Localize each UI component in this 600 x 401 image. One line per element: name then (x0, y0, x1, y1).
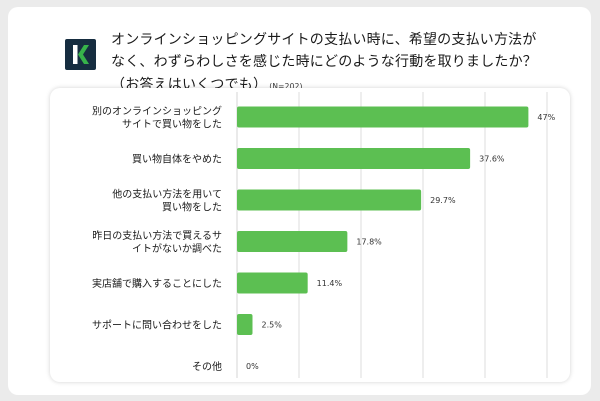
value-label: 17.8% (356, 238, 382, 247)
category-label: 実店舗で購入することにした (92, 277, 222, 290)
value-label: 37.6% (479, 155, 505, 164)
bar (237, 272, 308, 294)
category-label: イトがないか調べた (132, 242, 222, 255)
value-label: 0% (246, 362, 259, 371)
sample-size-note: (N=202) (269, 82, 303, 91)
category-label: 別のオンラインショッピング (92, 105, 222, 118)
category-label: 買い物をした (162, 201, 222, 214)
chart-panel: 47% 別のオンラインショッピング サイトで買い物をした 37.6% 買い物自体をやめた… (50, 88, 570, 382)
value-label: 29.7% (430, 196, 456, 205)
bar (237, 106, 529, 128)
value-label: 47% (537, 113, 555, 122)
value-label: 11.4% (317, 279, 343, 288)
category-label: 買い物自体をやめた (132, 153, 222, 166)
category-label: その他 (192, 360, 222, 373)
bar (237, 148, 471, 169)
category-label: 他の支払い方法を用いて (112, 188, 222, 201)
category-label: サイトで買い物をした (122, 118, 222, 131)
value-label: 2.5% (262, 321, 283, 330)
brand-logo-icon (65, 39, 96, 70)
question-title-line-1: オンラインショッピングサイトの支払い時に、希望の支払い方法が (111, 32, 537, 48)
category-label: サポートに問い合わせをした (92, 319, 222, 332)
bar (237, 231, 348, 252)
question-title-line-2: なく、わずらわしさを感じた時にどのような行動を取りましたか？ (111, 54, 537, 70)
bar (237, 314, 253, 335)
category-label: 昨日の支払い方法で買えるサ (92, 229, 222, 242)
bar (237, 189, 422, 211)
